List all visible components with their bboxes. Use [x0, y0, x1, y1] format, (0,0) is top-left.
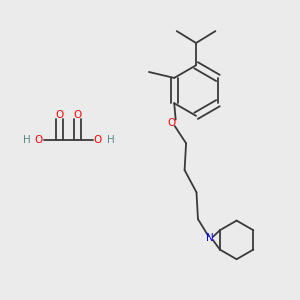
- Text: O: O: [94, 135, 102, 145]
- Text: O: O: [55, 110, 64, 120]
- Text: O: O: [167, 118, 175, 128]
- Text: H: H: [23, 135, 31, 145]
- Text: O: O: [34, 135, 43, 145]
- Text: O: O: [73, 110, 81, 120]
- Text: H: H: [107, 135, 115, 145]
- Text: N: N: [206, 233, 214, 243]
